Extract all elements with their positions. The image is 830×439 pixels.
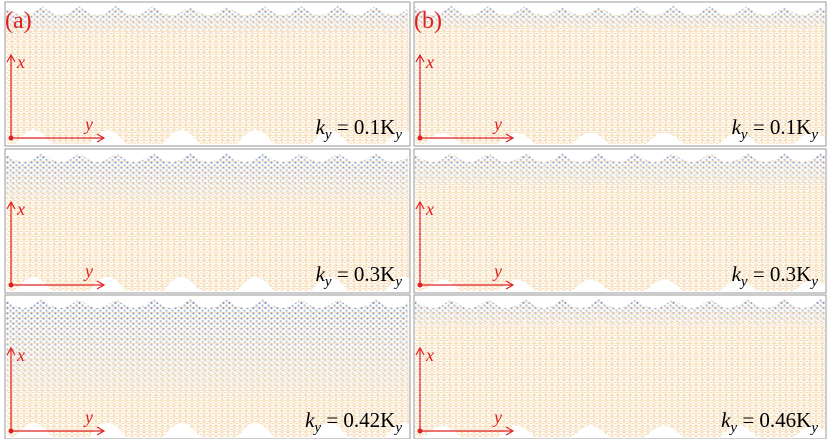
value-subscript: y bbox=[809, 274, 818, 290]
panel: xy ky = 0.3Ky bbox=[413, 148, 827, 294]
axis-label-x: x bbox=[16, 52, 25, 72]
arrow-head bbox=[505, 133, 515, 143]
axis-label-x: x bbox=[16, 199, 25, 219]
column-label: (b) bbox=[414, 8, 442, 34]
axis-label-x: x bbox=[425, 52, 434, 72]
origin-dot bbox=[417, 428, 423, 434]
arrow-head bbox=[505, 426, 515, 436]
arrow-head bbox=[415, 200, 425, 210]
arrow-head bbox=[415, 346, 425, 356]
origin-dot bbox=[8, 282, 14, 288]
k-subscript: y bbox=[323, 127, 332, 143]
value-subscript: y bbox=[393, 274, 402, 290]
panel: xy ky = 0.1Ky(a) bbox=[4, 1, 411, 147]
k-value: = 0.1K bbox=[748, 115, 812, 139]
arrow-head bbox=[96, 426, 106, 436]
k-value: = 0.3K bbox=[332, 262, 396, 286]
k-symbol: k bbox=[732, 262, 742, 286]
panel-label: ky = 0.1Ky bbox=[316, 115, 403, 143]
arrow-head bbox=[6, 200, 16, 210]
panel-label: ky = 0.3Ky bbox=[732, 262, 819, 290]
value-subscript: y bbox=[809, 127, 818, 143]
edge-state bbox=[415, 153, 825, 190]
panel: xy ky = 0.1Ky(b) bbox=[413, 1, 827, 147]
panel: xy ky = 0.42Ky bbox=[4, 294, 411, 439]
axis-label-y: y bbox=[83, 114, 93, 134]
axis-label-y: y bbox=[83, 407, 93, 427]
edge-state bbox=[415, 6, 825, 33]
lattice bbox=[415, 299, 825, 437]
axis-label-y: y bbox=[83, 261, 93, 281]
value-subscript: y bbox=[393, 420, 402, 436]
panel-label: ky = 0.1Ky bbox=[732, 115, 819, 143]
k-symbol: k bbox=[316, 262, 326, 286]
k-value: = 0.46K bbox=[737, 408, 811, 432]
k-value: = 0.3K bbox=[748, 262, 812, 286]
arrow-head bbox=[6, 346, 16, 356]
panel: xy ky = 0.46Ky bbox=[413, 294, 827, 439]
axis-label-x: x bbox=[425, 345, 434, 365]
axis-label-y: y bbox=[492, 407, 502, 427]
column-label: (a) bbox=[5, 8, 32, 34]
arrow-head bbox=[96, 280, 106, 290]
axis-label-x: x bbox=[16, 345, 25, 365]
origin-dot bbox=[417, 135, 423, 141]
edge-state bbox=[415, 299, 825, 330]
edge-state bbox=[6, 153, 409, 207]
axis-label-y: y bbox=[492, 261, 502, 281]
origin-dot bbox=[8, 135, 14, 141]
value-subscript: y bbox=[809, 420, 818, 436]
k-value: = 0.1K bbox=[332, 115, 396, 139]
k-subscript: y bbox=[739, 127, 748, 143]
k-subscript: y bbox=[323, 274, 332, 290]
panel: xy ky = 0.3Ky bbox=[4, 148, 411, 294]
k-symbol: k bbox=[732, 115, 742, 139]
origin-dot bbox=[8, 428, 14, 434]
panel-label: ky = 0.42Ky bbox=[305, 408, 402, 436]
k-symbol: k bbox=[721, 408, 731, 432]
origin-dot bbox=[417, 282, 423, 288]
lattice bbox=[415, 6, 825, 144]
edge-state bbox=[6, 6, 409, 37]
k-subscript: y bbox=[728, 420, 737, 436]
arrow-head bbox=[505, 280, 515, 290]
arrow-head bbox=[6, 53, 16, 63]
k-symbol: k bbox=[316, 115, 326, 139]
k-symbol: k bbox=[305, 408, 315, 432]
k-subscript: y bbox=[312, 420, 321, 436]
arrow-head bbox=[415, 53, 425, 63]
k-subscript: y bbox=[739, 274, 748, 290]
axis-label-x: x bbox=[425, 199, 434, 219]
axis-label-y: y bbox=[492, 114, 502, 134]
panel-label: ky = 0.46Ky bbox=[721, 408, 818, 436]
value-subscript: y bbox=[393, 127, 402, 143]
lattice bbox=[6, 6, 409, 144]
k-value: = 0.42K bbox=[321, 408, 395, 432]
arrow-head bbox=[96, 133, 106, 143]
panel-label: ky = 0.3Ky bbox=[316, 262, 403, 290]
edge-state bbox=[6, 299, 409, 403]
